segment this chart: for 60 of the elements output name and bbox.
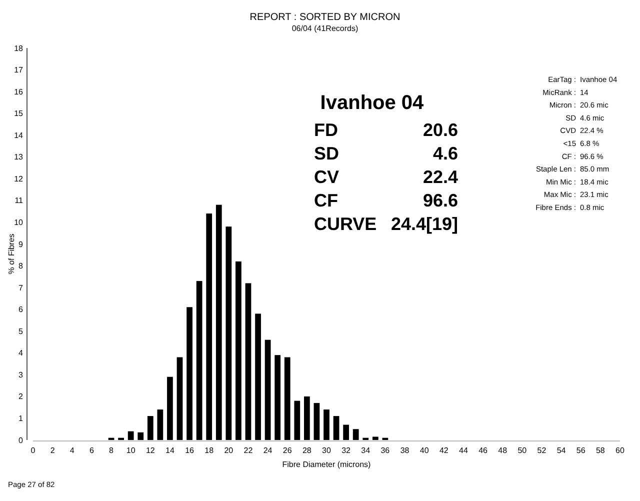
chart-title: REPORT : SORTED BY MICRON bbox=[250, 12, 400, 23]
chart-subtitle: 06/04 (41Records) bbox=[292, 24, 358, 33]
x-tick-label: 60 bbox=[616, 446, 625, 455]
y-tick-label: 12 bbox=[14, 174, 24, 184]
x-tick-label: 34 bbox=[361, 446, 371, 455]
y-tick-label: 10 bbox=[14, 218, 24, 228]
x-tick-label: 4 bbox=[70, 446, 75, 455]
y-tick-label: 11 bbox=[14, 196, 24, 206]
x-tick-label: 54 bbox=[556, 446, 566, 455]
x-tick-label: 36 bbox=[380, 446, 390, 455]
x-tick-label: 22 bbox=[244, 446, 254, 455]
x-tick-label: 46 bbox=[478, 446, 488, 455]
y-tick-label: 3 bbox=[18, 370, 24, 380]
y-tick-label: 15 bbox=[14, 109, 24, 118]
x-tick-label: 2 bbox=[50, 446, 56, 455]
x-tick-label: 40 bbox=[420, 446, 430, 455]
y-tick-label: 16 bbox=[14, 87, 24, 96]
y-tick-label: 14 bbox=[14, 130, 24, 140]
x-tick-label: 16 bbox=[185, 446, 195, 455]
y-tick-label: 9 bbox=[18, 240, 24, 249]
x-tick-label: 8 bbox=[109, 446, 114, 455]
x-tick-label: 42 bbox=[439, 446, 449, 455]
y-tick-label: 18 bbox=[14, 44, 24, 53]
x-tick-label: 24 bbox=[263, 446, 273, 455]
y-tick-label: 4 bbox=[18, 348, 24, 358]
y-tick-label: 0 bbox=[18, 436, 24, 445]
text: CF 96.6 bbox=[314, 190, 458, 210]
y-tick-label: 2 bbox=[18, 392, 24, 402]
annotation: Ivanhoe 04 bbox=[320, 92, 425, 114]
y-tick-label: 7 bbox=[18, 283, 24, 292]
y-tick-label: 5 bbox=[18, 326, 24, 336]
x-tick-label: 0 bbox=[30, 446, 36, 455]
annotation: CURVE 24.4[19] bbox=[314, 214, 458, 234]
text: CV 22.4 bbox=[314, 167, 458, 187]
x-tick-label: 12 bbox=[146, 446, 156, 455]
x-tick-label: 28 bbox=[302, 446, 312, 455]
x-tick-label: 38 bbox=[400, 446, 410, 455]
y-tick-label: 1 bbox=[18, 414, 24, 424]
y-axis-title: % of Fibres bbox=[7, 234, 16, 274]
x-tick-label: 26 bbox=[282, 446, 292, 455]
y-tick-label: 6 bbox=[18, 305, 24, 314]
x-tick-label: 14 bbox=[166, 446, 175, 455]
x-tick-label: 48 bbox=[498, 446, 508, 455]
x-tick-label: 50 bbox=[518, 446, 528, 455]
y-tick-label: 8 bbox=[18, 262, 24, 271]
x-tick-label: 6 bbox=[89, 446, 94, 455]
text: FD 20.6 bbox=[314, 120, 458, 140]
x-tick-label: 58 bbox=[596, 446, 606, 455]
y-tick-label: 17 bbox=[14, 66, 24, 75]
x-tick-label: 10 bbox=[126, 446, 136, 455]
x-axis-title: Fibre Diameter (microns) bbox=[282, 460, 372, 469]
x-tick-label: 30 bbox=[322, 446, 332, 455]
x-tick-label: 52 bbox=[537, 446, 547, 455]
y-tick-label: 13 bbox=[14, 152, 24, 162]
x-tick-label: 20 bbox=[224, 446, 234, 455]
x-tick-label: 18 bbox=[204, 446, 214, 455]
x-tick-label: 32 bbox=[342, 446, 352, 455]
text: SD 4.6 bbox=[314, 144, 458, 164]
x-tick-label: 44 bbox=[459, 446, 468, 455]
x-tick-label: 56 bbox=[576, 446, 586, 455]
